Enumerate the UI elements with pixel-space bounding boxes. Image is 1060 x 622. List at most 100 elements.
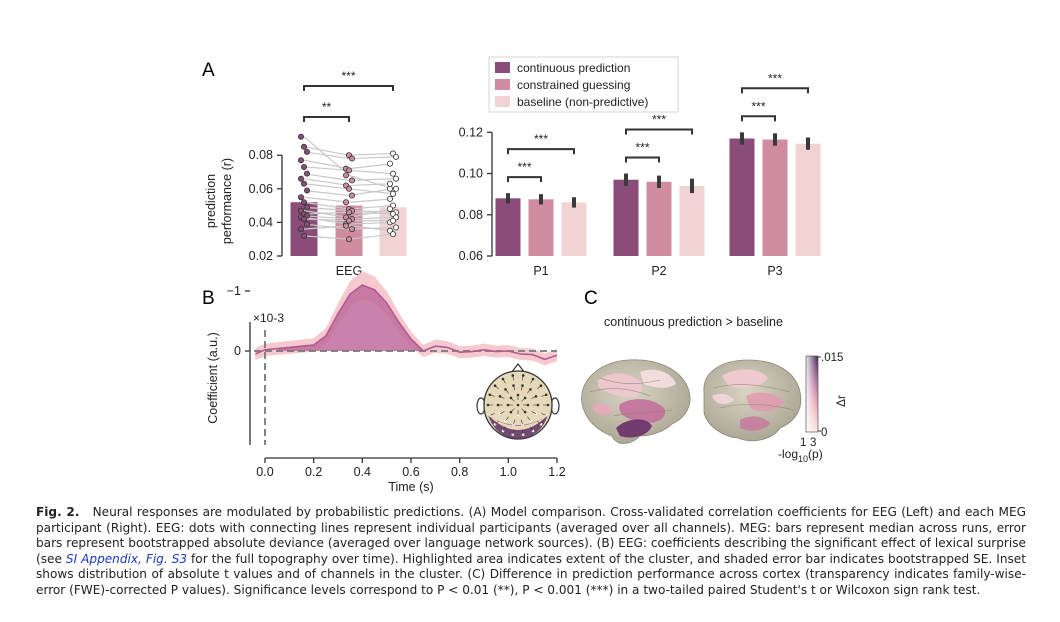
topo-channel-tick bbox=[531, 411, 537, 414]
meg-y-tick-label: 0.10 bbox=[459, 167, 483, 181]
line-x-tick-label: 0.6 bbox=[402, 465, 419, 479]
figure: A B C continuous prediction constrained … bbox=[202, 56, 848, 494]
colorbar-alpha bbox=[806, 356, 818, 432]
participant-dot bbox=[303, 187, 310, 194]
topo-channel-tick bbox=[521, 408, 526, 413]
meg-x-tick-label: P3 bbox=[767, 264, 782, 278]
line-x-tick-label: 1.0 bbox=[500, 465, 517, 479]
meg-x-tick-label: P1 bbox=[533, 264, 548, 278]
participant-dot bbox=[392, 175, 399, 182]
line-x-tick-label: 0.4 bbox=[354, 465, 371, 479]
participant-line bbox=[303, 225, 394, 232]
participant-dot bbox=[389, 217, 396, 224]
participant-dot bbox=[297, 194, 304, 201]
eeg-sig-2-label: *** bbox=[341, 69, 355, 83]
topo-channel-tick bbox=[541, 413, 547, 416]
participant-dot bbox=[392, 153, 399, 160]
line-x-tick-label: 0.8 bbox=[451, 465, 468, 479]
line-scale-label: ×10-3 bbox=[253, 311, 284, 325]
eeg-y-tick-label: 0.04 bbox=[249, 215, 273, 229]
participant-line bbox=[303, 196, 394, 203]
brain-left-hemisphere bbox=[581, 359, 691, 444]
participant-dot bbox=[297, 157, 304, 164]
meg-sig-P1-2-label: *** bbox=[534, 132, 548, 146]
topo-channel-dot bbox=[544, 413, 548, 417]
participant-dot bbox=[386, 160, 393, 167]
alpha-axis-label: -log10(p) bbox=[778, 447, 823, 464]
caption-si-fig[interactable]: , Fig. S3 bbox=[138, 551, 188, 566]
participant-dot bbox=[345, 185, 352, 192]
topo-channel-tick bbox=[531, 396, 537, 399]
meg-sig-P2-1-bracket bbox=[625, 156, 660, 163]
topo-channel-tick bbox=[521, 397, 526, 402]
meg-sig-P3-2-bracket bbox=[741, 87, 809, 94]
legend: continuous prediction constrained guessi… bbox=[488, 56, 679, 113]
topo-channel-dot bbox=[521, 423, 524, 426]
participant-dot bbox=[303, 148, 310, 155]
topo-channel-tick bbox=[505, 416, 509, 421]
cluster-significance-label: *** bbox=[359, 370, 380, 390]
topo-channel-tick bbox=[536, 420, 542, 425]
caption-text-2: for the full topography over time). High… bbox=[36, 551, 1026, 597]
topo-channels bbox=[486, 374, 550, 436]
panel-a-letter: A bbox=[202, 60, 215, 81]
eeg-sig-1-bracket bbox=[303, 116, 350, 122]
line-x-tick-label: 1.2 bbox=[548, 465, 565, 479]
meg-sig-P3-1-bracket bbox=[741, 115, 776, 122]
participant-dot bbox=[386, 185, 393, 192]
topography-inset bbox=[476, 363, 560, 440]
participant-dot bbox=[300, 199, 307, 206]
colorbar-frame bbox=[805, 355, 819, 433]
eeg-y-tick-label: 0.06 bbox=[249, 182, 273, 196]
line-y-tick-label: 0 bbox=[234, 344, 241, 358]
colorbar: .015 0 Δr 1 3 -log10(p) bbox=[778, 352, 848, 464]
participant-dot bbox=[345, 209, 352, 216]
participant-dot bbox=[300, 143, 307, 150]
meg-bar-P1-3 bbox=[561, 202, 587, 256]
participant-dot bbox=[300, 216, 307, 223]
legend-swatch-baseline bbox=[495, 96, 510, 107]
topo-channel-tick bbox=[502, 378, 506, 384]
alpha-tick-1: 1 bbox=[800, 437, 806, 449]
alpha-label-end: (p) bbox=[808, 447, 823, 461]
topo-channel-dot bbox=[521, 433, 525, 436]
eeg-bar-chart: 0.02 0.04 0.06 0.08 prediction performance (r… bbox=[204, 69, 407, 278]
meg-bar-P3-2 bbox=[762, 139, 788, 256]
participant-dot bbox=[300, 163, 307, 170]
participant-dot bbox=[300, 180, 307, 187]
participant-line bbox=[303, 223, 394, 230]
meg-bar-P1-1 bbox=[495, 198, 521, 256]
meg-bar-P3-1 bbox=[729, 138, 755, 256]
meg-y-tick-label: 0.06 bbox=[459, 249, 483, 263]
topo-cluster-region bbox=[488, 415, 548, 439]
participant-dot bbox=[348, 177, 355, 184]
eeg-sig-1-label: ** bbox=[322, 100, 332, 114]
topo-channel-tick bbox=[489, 394, 495, 397]
meg-sig-P2-2-label: *** bbox=[652, 113, 666, 127]
participant-dot bbox=[348, 155, 355, 162]
topo-channel-tick bbox=[513, 419, 515, 425]
meg-x-tick-label: P2 bbox=[651, 264, 666, 278]
meg-bar-P3-3 bbox=[795, 143, 821, 256]
participant-dot bbox=[389, 190, 396, 197]
topo-channel-tick bbox=[489, 413, 495, 416]
topo-channel-tick bbox=[541, 394, 547, 397]
meg-bar-P2-1 bbox=[613, 179, 639, 256]
participant-line bbox=[303, 178, 394, 187]
participant-dot bbox=[392, 224, 399, 231]
topo-channel-dot bbox=[511, 433, 515, 436]
topo-channel-dot bbox=[516, 403, 520, 407]
topo-channel-tick bbox=[527, 416, 531, 421]
alpha-label-sub: 10 bbox=[798, 454, 808, 464]
eeg-x-tick-label: EEG bbox=[336, 264, 362, 278]
meg-y-tick-label: 0.08 bbox=[459, 208, 483, 222]
participant-dot bbox=[297, 133, 304, 140]
topo-channel-tick bbox=[502, 426, 506, 432]
topo-channel-dot bbox=[512, 423, 515, 426]
meg-bar-P1-2 bbox=[528, 199, 554, 256]
caption-si-link[interactable]: SI Appendix bbox=[65, 551, 139, 566]
participant-line bbox=[303, 173, 394, 182]
meg-sig-P2-2-bracket bbox=[625, 128, 693, 135]
legend-swatch-continuous bbox=[495, 62, 510, 73]
participant-dot bbox=[386, 195, 393, 202]
